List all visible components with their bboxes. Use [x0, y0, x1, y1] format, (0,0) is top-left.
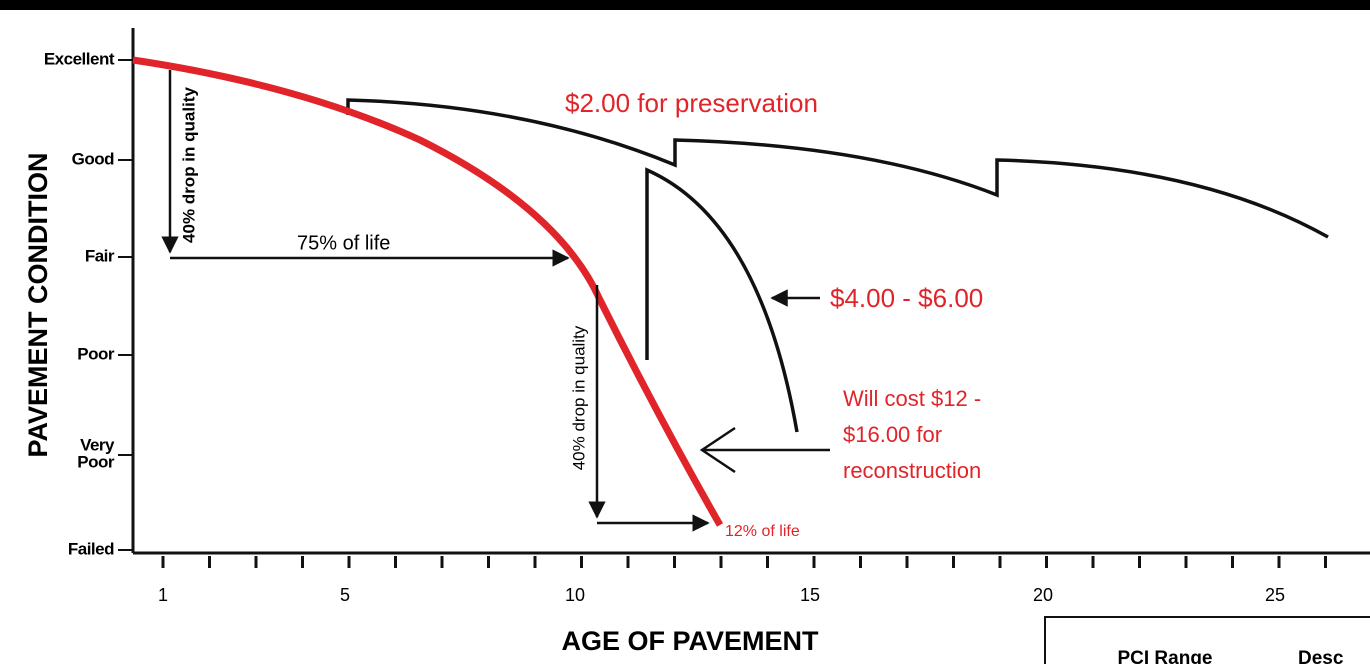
- x-label: 25: [1265, 585, 1285, 605]
- x-ticks: [161, 556, 1327, 568]
- y-title: PAVEMENT CONDITION: [23, 152, 53, 457]
- pci-table: [1044, 616, 1370, 664]
- y-label: Good: [72, 149, 114, 168]
- annotation: 12% of life: [725, 523, 800, 540]
- x-title: AGE OF PAVEMENT: [561, 626, 819, 656]
- y-label: Excellent: [44, 49, 115, 68]
- y-label: Very: [80, 435, 115, 454]
- arrow: [699, 426, 830, 474]
- deterioration-curve: [132, 56, 724, 527]
- y-label: Fair: [85, 246, 115, 265]
- y-ticks: [118, 59, 133, 551]
- preservation-curve: [346, 98, 1329, 239]
- annotation: $16.00 for: [843, 422, 942, 447]
- annotation: Will cost $12 -: [843, 386, 981, 411]
- y-label: Poor: [77, 452, 115, 471]
- table-header: PCI Range: [1117, 648, 1212, 664]
- x-label: 15: [800, 585, 820, 605]
- x-label: 20: [1033, 585, 1053, 605]
- x-label: 10: [565, 585, 585, 605]
- x-label: 1: [158, 585, 168, 605]
- table-header: Desc: [1298, 648, 1344, 664]
- y-label: Poor: [77, 344, 115, 363]
- x-label: 5: [340, 585, 350, 605]
- top-bar: [0, 0, 1370, 10]
- annotation: 40% drop in quality: [569, 325, 588, 470]
- annotation: 75% of life: [297, 232, 390, 254]
- annotation: 40% drop in quality: [179, 87, 198, 243]
- annotation: $2.00 for preservation: [565, 88, 818, 118]
- y-label: Failed: [68, 539, 114, 558]
- annotation: $4.00 - $6.00: [830, 283, 983, 313]
- rehab-curve: [645, 167, 799, 433]
- annotation: reconstruction: [843, 458, 981, 483]
